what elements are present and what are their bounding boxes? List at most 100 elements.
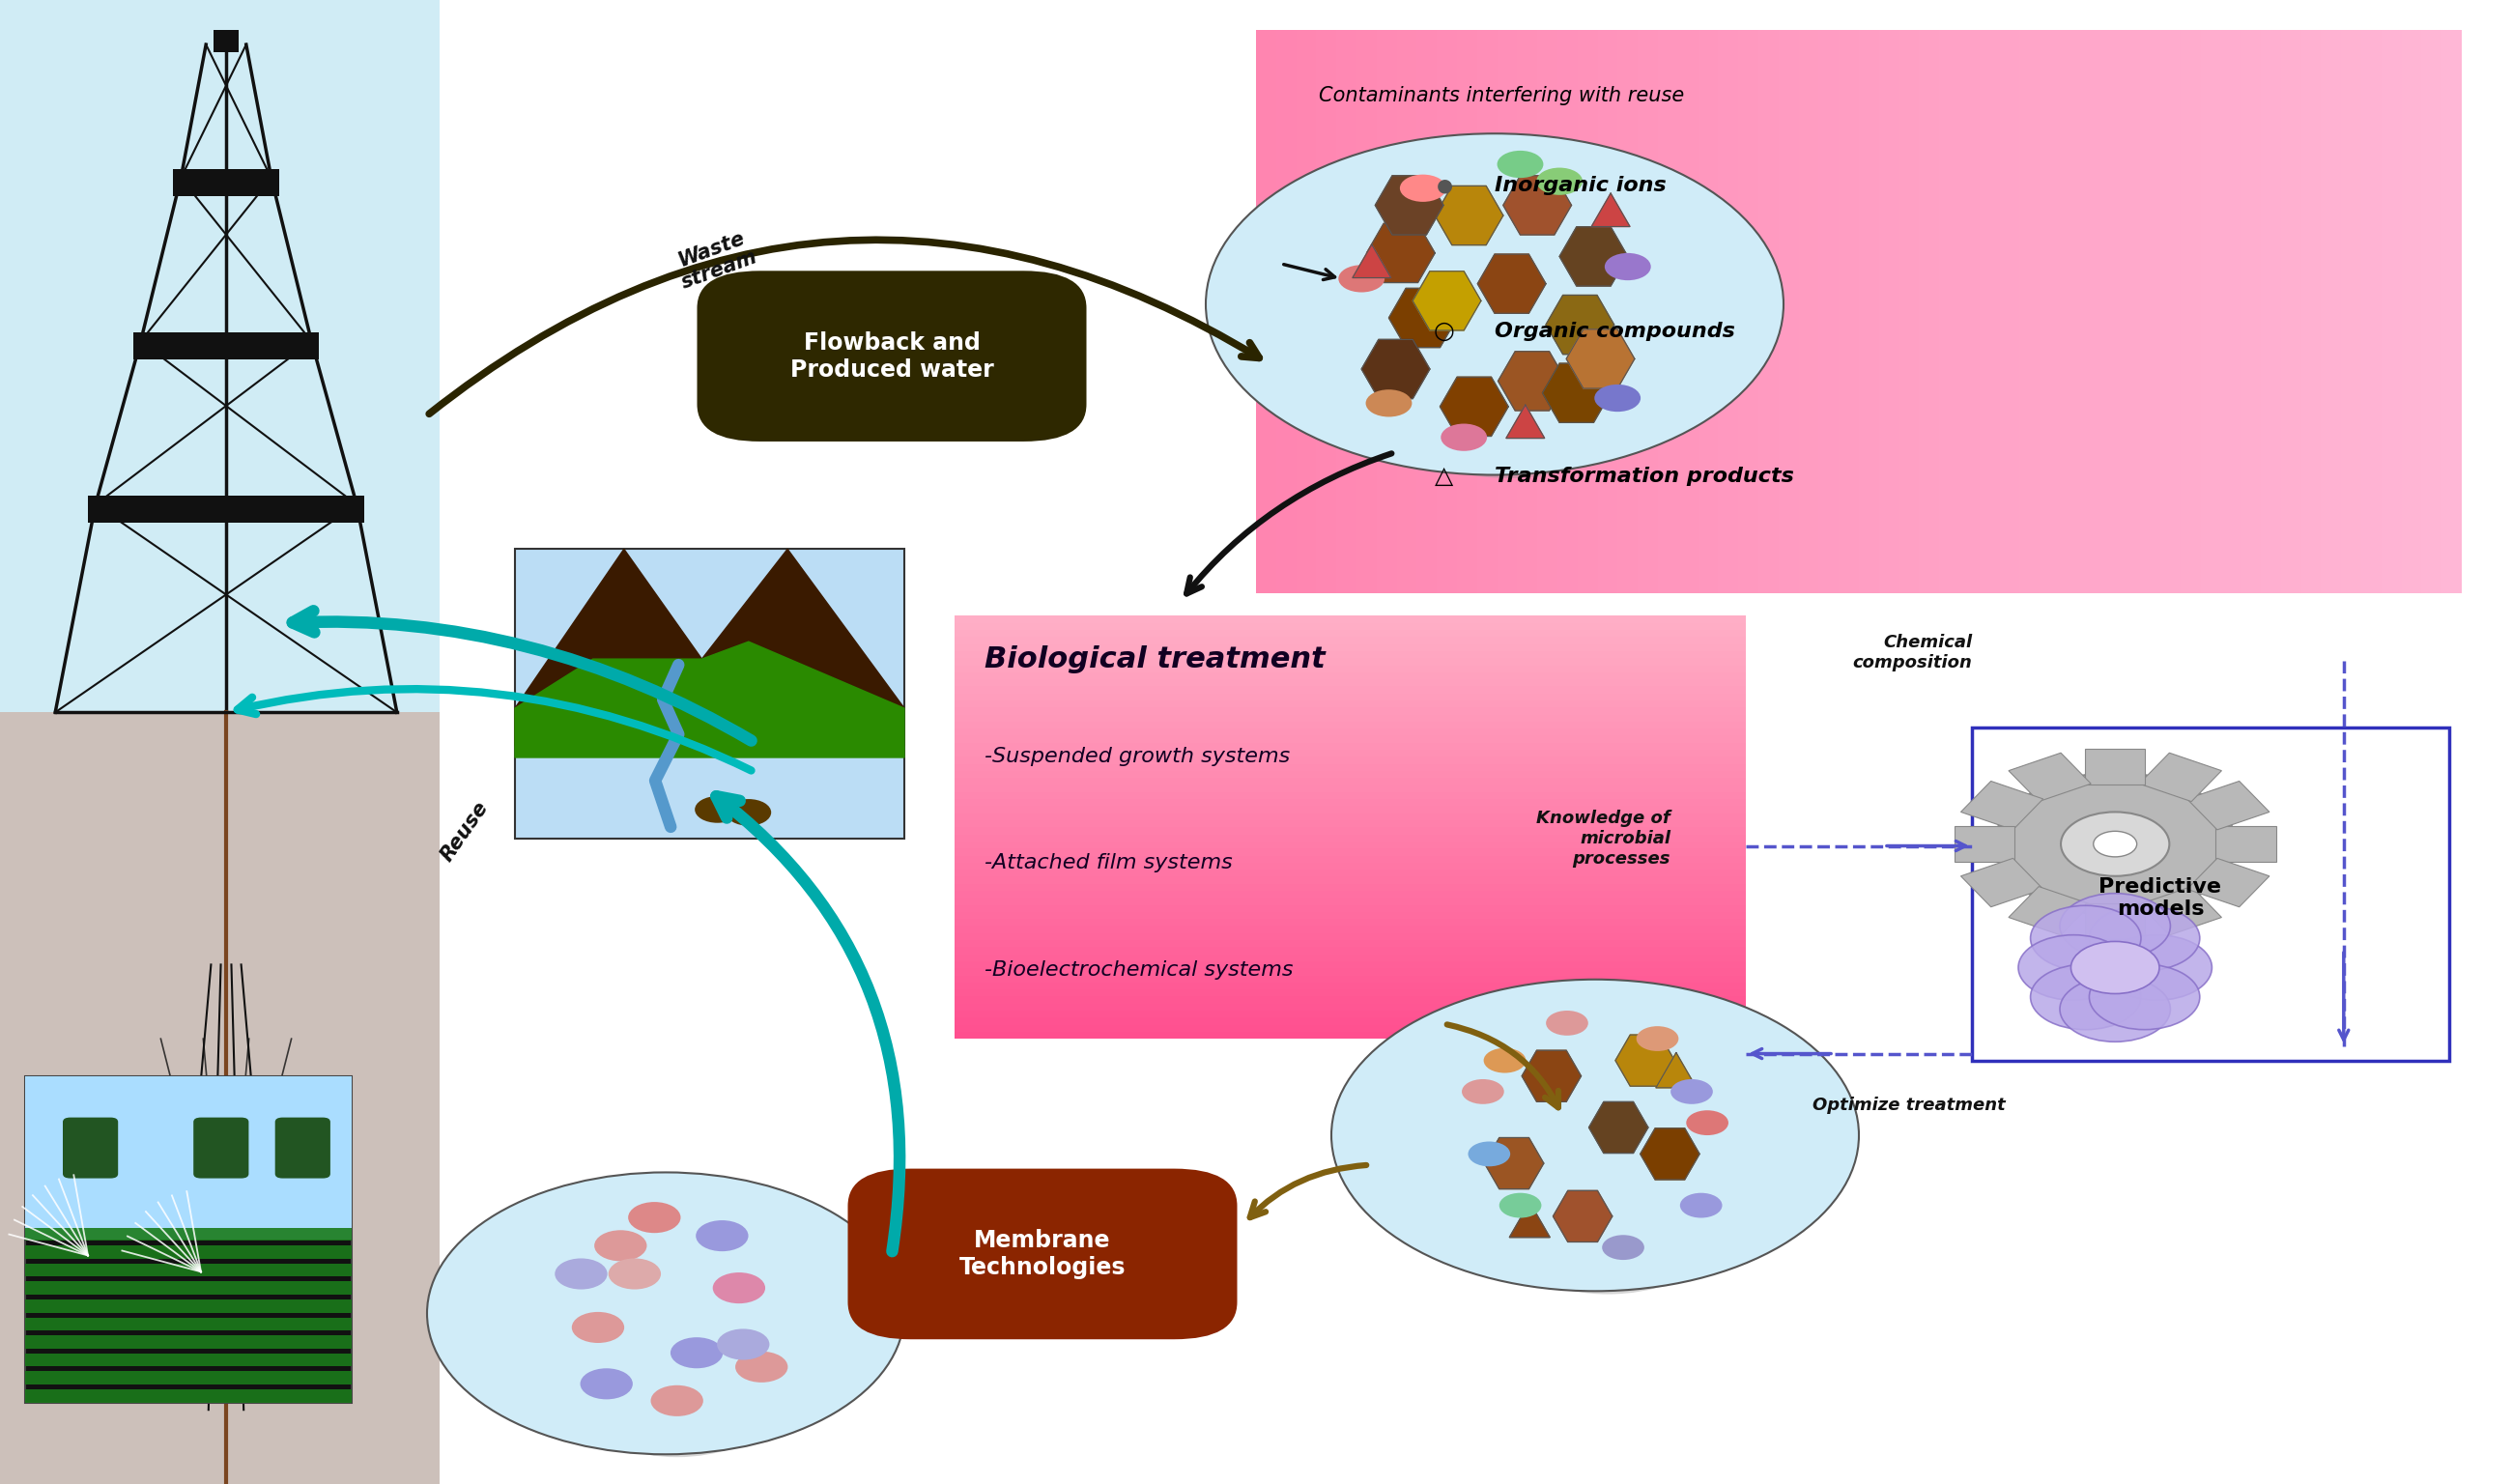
Bar (1417, 30, 1437, 594)
Circle shape (1500, 1193, 1542, 1218)
Bar (2241, 30, 2261, 594)
Polygon shape (1655, 1052, 1696, 1088)
Bar (2100, 30, 2120, 594)
Text: Membrane
Technologies: Membrane Technologies (960, 1229, 1125, 1279)
Bar (1356, 30, 1377, 594)
Circle shape (1995, 773, 2236, 916)
Circle shape (1681, 1193, 1723, 1218)
Bar (2401, 30, 2422, 594)
Text: Flowback and
Produced water: Flowback and Produced water (789, 331, 995, 381)
Circle shape (2090, 905, 2201, 971)
Bar (955, 651, 1746, 659)
Polygon shape (1507, 405, 1545, 438)
Polygon shape (515, 641, 904, 757)
Bar (955, 629, 1746, 637)
Bar (955, 926, 1746, 933)
Bar (1738, 30, 1758, 594)
Polygon shape (1439, 377, 1507, 436)
Bar (88, 496, 364, 522)
Bar (955, 749, 1746, 757)
Bar (955, 672, 1746, 680)
Bar (955, 947, 1746, 954)
Bar (1638, 30, 1658, 594)
Bar (955, 616, 1746, 623)
Circle shape (595, 1230, 646, 1261)
Circle shape (1670, 1079, 1713, 1104)
Bar (955, 772, 1746, 778)
Bar (2422, 30, 2442, 594)
Bar (2341, 30, 2361, 594)
Bar (1377, 30, 1397, 594)
Polygon shape (1367, 224, 1434, 282)
Bar (2201, 30, 2221, 594)
Bar (133, 332, 319, 359)
Bar (25, 1336, 352, 1349)
Text: -Attached film systems: -Attached film systems (985, 853, 1233, 873)
Circle shape (1537, 168, 1583, 194)
Circle shape (1595, 384, 1640, 411)
Bar (955, 884, 1746, 890)
Circle shape (573, 1312, 625, 1343)
Bar (955, 800, 1746, 806)
Bar (25, 1353, 352, 1367)
Text: Contaminants interfering with reuse: Contaminants interfering with reuse (1319, 86, 1683, 105)
Bar (25, 1371, 352, 1385)
Text: -Bioelectrochemical systems: -Bioelectrochemical systems (985, 960, 1294, 979)
Bar (2281, 30, 2301, 594)
Bar (955, 862, 1746, 870)
Polygon shape (2216, 827, 2276, 862)
Text: △: △ (1434, 464, 1454, 488)
Bar (955, 933, 1746, 941)
Circle shape (2103, 935, 2213, 1000)
Bar (1618, 30, 1638, 594)
Bar (515, 549, 904, 838)
Circle shape (736, 1352, 789, 1383)
Bar (25, 1389, 352, 1402)
Polygon shape (1962, 781, 2042, 830)
Bar (1979, 30, 2000, 594)
Bar (1296, 30, 1316, 594)
Bar (1799, 30, 1819, 594)
Bar (955, 715, 1746, 721)
Polygon shape (1640, 1128, 1701, 1180)
Polygon shape (1434, 186, 1502, 245)
Bar (955, 743, 1746, 749)
Polygon shape (1615, 1034, 1676, 1086)
Polygon shape (1389, 288, 1457, 347)
Text: -Suspended growth systems: -Suspended growth systems (985, 746, 1291, 766)
Polygon shape (1374, 175, 1444, 234)
Bar (1839, 30, 1859, 594)
Circle shape (1367, 389, 1412, 417)
Bar (1859, 30, 1879, 594)
Ellipse shape (522, 1189, 831, 1457)
Circle shape (726, 798, 771, 825)
Circle shape (1497, 151, 1542, 178)
Bar (1276, 30, 1296, 594)
Bar (1778, 30, 1799, 594)
Circle shape (2060, 893, 2170, 959)
Bar (955, 778, 1746, 785)
Bar (1437, 30, 1457, 594)
Bar (955, 911, 1746, 919)
Bar (955, 736, 1746, 743)
Polygon shape (1351, 245, 1392, 278)
Circle shape (651, 1385, 703, 1416)
Bar (955, 821, 1746, 828)
Polygon shape (2085, 904, 2145, 939)
Bar (1718, 30, 1738, 594)
Bar (1598, 30, 1618, 594)
Bar (955, 687, 1746, 693)
Text: Predictive
models: Predictive models (2100, 877, 2221, 919)
Bar (955, 982, 1746, 990)
Bar (955, 659, 1746, 665)
Bar (2000, 30, 2020, 594)
Polygon shape (2188, 858, 2268, 907)
FancyBboxPatch shape (696, 270, 1085, 442)
Bar (2160, 30, 2180, 594)
Text: Inorganic ions: Inorganic ions (1495, 175, 1665, 196)
Circle shape (2017, 935, 2128, 1000)
Bar (2180, 30, 2201, 594)
Bar (955, 708, 1746, 715)
Circle shape (716, 1328, 769, 1359)
Bar (955, 665, 1746, 672)
